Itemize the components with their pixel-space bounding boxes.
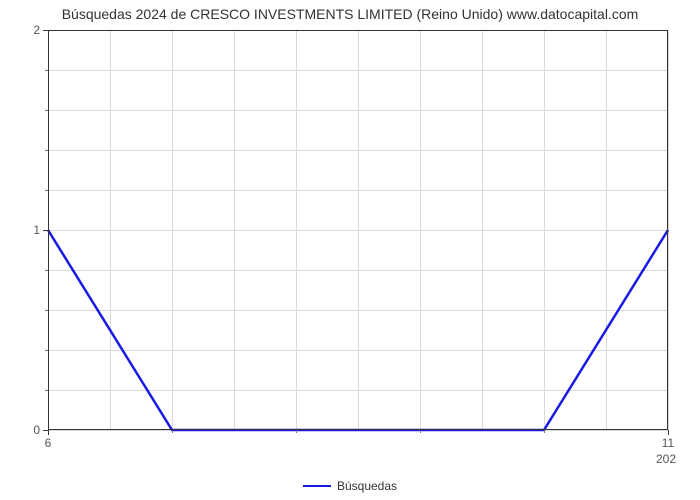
series-layer [48, 30, 668, 430]
x-minor-tick [544, 430, 545, 433]
chart-container: Búsquedas 2024 de CRESCO INVESTMENTS LIM… [0, 0, 700, 500]
series-line [48, 230, 668, 430]
x-minor-tick [420, 430, 421, 433]
y-minor-tick [45, 110, 48, 111]
x-axis-secondary-label: 202 [656, 452, 676, 466]
legend: Búsquedas [0, 478, 700, 493]
legend-label: Búsquedas [337, 479, 397, 493]
x-minor-tick [296, 430, 297, 433]
y-minor-tick [45, 70, 48, 71]
y-tick-label: 2 [33, 23, 48, 37]
x-minor-tick [172, 430, 173, 433]
y-minor-tick [45, 270, 48, 271]
legend-swatch [303, 485, 331, 487]
grid-vertical [668, 30, 669, 430]
chart-title: Búsquedas 2024 de CRESCO INVESTMENTS LIM… [0, 6, 700, 22]
y-minor-tick [45, 310, 48, 311]
y-minor-tick [45, 390, 48, 391]
y-tick-label: 1 [33, 223, 48, 237]
x-tick-label: 6 [45, 430, 52, 450]
x-tick-label: 11 [662, 430, 674, 450]
y-minor-tick [45, 350, 48, 351]
y-minor-tick [45, 150, 48, 151]
y-minor-tick [45, 190, 48, 191]
plot-area: 012 611 [48, 30, 668, 430]
